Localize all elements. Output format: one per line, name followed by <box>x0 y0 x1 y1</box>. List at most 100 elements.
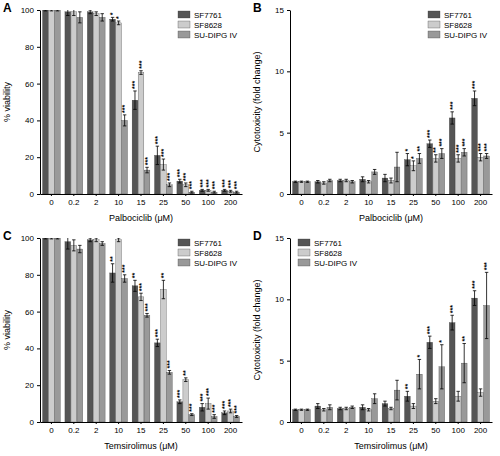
x-tick: 10 <box>364 194 373 207</box>
error-bar <box>156 339 159 346</box>
bar <box>43 238 49 422</box>
tick-label: 10 <box>364 426 373 435</box>
bar <box>372 172 378 194</box>
significance: *** <box>166 173 173 181</box>
error-bar <box>322 409 325 411</box>
error-bar <box>101 242 104 246</box>
legend: SF7761SF8628SU-DIPG IV <box>178 239 238 268</box>
y-axis: 051015 <box>275 234 290 427</box>
error-bar <box>418 359 421 388</box>
significance: *** <box>471 81 478 89</box>
tick-mark <box>37 194 40 195</box>
bar <box>65 242 71 422</box>
error-bar <box>212 415 215 419</box>
error-bar <box>456 391 459 401</box>
error-bar <box>235 191 238 193</box>
legend-swatch <box>178 239 190 246</box>
tick-mark <box>96 422 97 424</box>
legend-swatch <box>298 249 310 256</box>
x-tick: 0.2 <box>68 422 80 435</box>
error-bar <box>162 280 165 298</box>
error-bar <box>162 159 165 170</box>
x-tick: 25 <box>159 422 168 435</box>
error-bar <box>373 394 376 404</box>
tick-mark <box>185 194 186 196</box>
tick-mark <box>323 422 324 424</box>
legend: SF7761SF8628SU-DIPG IV <box>298 239 358 268</box>
x-tick: 25 <box>159 194 168 207</box>
tick-mark <box>141 194 142 196</box>
y-tick: 100 <box>21 234 40 243</box>
tick-label: 200 <box>224 426 238 435</box>
tick-label: 0 <box>299 198 304 207</box>
error-bar <box>56 10 59 11</box>
significance: * <box>416 354 423 357</box>
legend-swatch <box>178 249 190 256</box>
bar <box>138 297 144 422</box>
error-bar <box>88 238 91 242</box>
legend-label: SF7761 <box>194 11 223 20</box>
x-tick: 0 <box>49 422 54 435</box>
tick-label: 25 <box>409 198 418 207</box>
error-bar <box>434 155 437 162</box>
bar <box>155 343 161 422</box>
tick-label: 0 <box>30 418 35 427</box>
error-bar <box>406 154 409 166</box>
marks <box>293 91 490 194</box>
error-bar <box>178 400 181 404</box>
bar <box>321 183 327 194</box>
bar <box>99 244 105 422</box>
error-bar <box>316 404 319 409</box>
legend-swatch <box>428 11 440 18</box>
x-axis: 00.2210152550100200 <box>41 422 243 435</box>
significance: *** <box>176 389 183 397</box>
tick-mark <box>301 422 302 424</box>
tick-label: 100 <box>21 234 35 243</box>
tick-label: 0 <box>280 190 285 199</box>
tick-mark <box>37 312 40 313</box>
legend-item: SF7761 <box>298 239 343 248</box>
tick-label: 0.2 <box>318 426 330 435</box>
x-tick: 50 <box>431 422 440 435</box>
bar <box>144 170 150 194</box>
x-tick: 200 <box>474 194 488 207</box>
tick-mark <box>413 422 414 424</box>
x-tick: 2 <box>344 194 349 207</box>
significance: * <box>109 12 116 15</box>
error-bar <box>473 91 476 106</box>
y-tick: 10 <box>275 67 290 76</box>
error-bar <box>72 240 75 251</box>
tick-label: 15 <box>275 234 284 243</box>
error-bar <box>412 161 415 171</box>
series <box>299 389 484 422</box>
significance: *** <box>233 181 240 189</box>
x-tick: 15 <box>387 194 396 207</box>
significance: *** <box>138 60 145 68</box>
y-tick: 100 <box>21 6 40 15</box>
y-tick: 40 <box>25 344 40 353</box>
error-bar <box>338 179 341 181</box>
tick-mark <box>37 275 40 276</box>
significance: * <box>410 156 417 159</box>
legend-label: SF8628 <box>444 21 473 30</box>
error-bar <box>206 398 209 409</box>
tick-label: 15 <box>387 198 396 207</box>
legend-item: SF8628 <box>428 21 473 30</box>
error-bar <box>94 238 97 242</box>
tick-label: 10 <box>114 198 123 207</box>
error-bar <box>223 189 226 191</box>
plot: 02040608010000.2210152550100200Temsiroli… <box>2 234 243 451</box>
error-bar <box>200 404 203 411</box>
bar <box>321 410 327 422</box>
plot: 05101500.2210152550100200Palbociclib (μM… <box>252 6 493 223</box>
tick-mark <box>480 422 481 424</box>
tick-label: 0.2 <box>68 198 80 207</box>
legend-label: SF8628 <box>194 249 223 258</box>
tick-label: 10 <box>275 295 284 304</box>
error-bar <box>133 280 136 291</box>
legend-label: SU-DIPG IV <box>444 31 488 40</box>
legend-item: SF7761 <box>428 11 473 20</box>
tick-label: 0.2 <box>318 198 330 207</box>
error-bar <box>473 291 476 306</box>
significance: ** <box>461 336 468 342</box>
